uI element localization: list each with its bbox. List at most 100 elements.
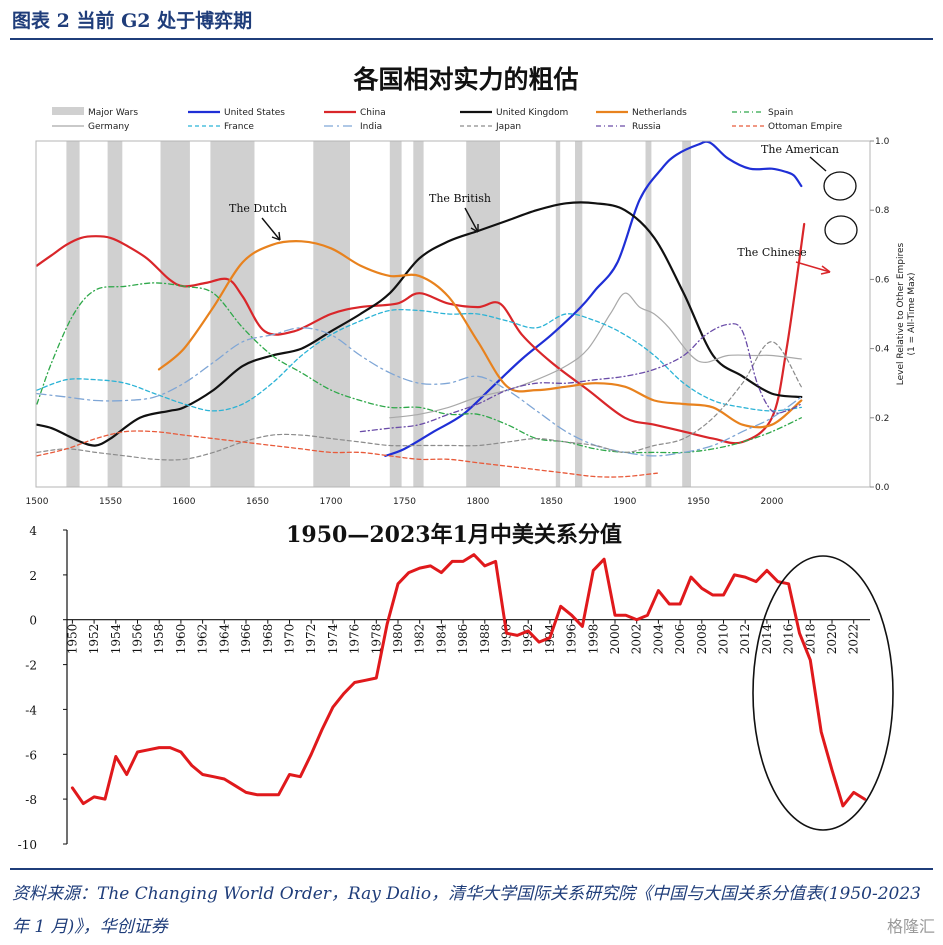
x-tick-label: 1956 — [131, 624, 145, 655]
legend-label: Germany — [88, 122, 130, 132]
y-axis-label: Level Relative to Other Empires — [896, 242, 906, 385]
x-tick-label: 2014 — [760, 623, 774, 654]
chart-title: 各国相对实力的粗估 — [352, 65, 578, 94]
x-tick-label: 1976 — [348, 624, 362, 655]
major-war-band — [389, 141, 402, 487]
annotation-text: The American — [761, 143, 839, 156]
series-line-relations-score — [70, 553, 867, 808]
chart-title: 1950—2023年1月中美关系分值 — [286, 522, 622, 548]
annotation-arrow — [261, 217, 281, 241]
annotation-text: The British — [429, 192, 491, 205]
y-tick-label: 0.0 — [875, 483, 890, 493]
x-tick-label: 1968 — [261, 624, 275, 655]
series-line-ottoman — [36, 430, 658, 478]
major-war-band — [645, 141, 652, 487]
chart-legend: Major Wars United States China United Kingd… — [52, 107, 843, 132]
x-tick-label: 1996 — [565, 624, 579, 655]
x-tick-label: 1954 — [109, 623, 123, 654]
y-tick-label: -10 — [18, 838, 37, 852]
x-tick-label: 1978 — [369, 624, 383, 655]
y-tick-label: 0.4 — [875, 345, 890, 355]
major-war-band — [575, 141, 583, 487]
x-tick-label: 1988 — [478, 624, 492, 655]
annotation-text: The Chinese — [737, 246, 806, 259]
series-line-japan — [36, 341, 802, 461]
annotation-arrow — [464, 207, 479, 233]
series-line-india — [36, 327, 802, 457]
legend-label: United States — [224, 108, 285, 118]
y-tick-label: -4 — [25, 703, 37, 717]
y-tick-label: -8 — [25, 793, 37, 807]
annotation-arrow — [795, 261, 831, 273]
annotation-arrowhead — [820, 265, 831, 275]
x-tick-label: 1900 — [613, 497, 636, 507]
series-line-france — [36, 308, 802, 412]
major-war-band — [413, 141, 424, 487]
series-line-netherlands — [157, 240, 803, 429]
axes: 1500 1550 1600 1650 1700 1750 1800 1850 1900 1950… — [26, 137, 917, 507]
annotation-arrow — [809, 156, 827, 172]
series-line-uk — [35, 201, 803, 447]
source-note: 资料来源：The Changing World Order，Ray Dalio，… — [12, 884, 921, 937]
legend-label: United Kingdom — [496, 108, 568, 118]
x-tick-label: 2006 — [673, 624, 687, 655]
x-tick-label: 1800 — [466, 497, 489, 507]
annotation-text: The Dutch — [229, 202, 287, 215]
report-header: 图表 2 当前 G2 处于博弈期 — [10, 4, 933, 40]
x-tick-label: 1990 — [500, 624, 514, 655]
y-tick-label: -2 — [25, 659, 37, 673]
x-tick-label: 1850 — [540, 497, 563, 507]
legend-swatch — [52, 107, 84, 115]
x-tick-label: 1974 — [326, 623, 340, 654]
x-tick-label: 1958 — [152, 624, 166, 655]
y-tick-label: 0.2 — [875, 414, 889, 424]
x-tick-label: 2020 — [825, 624, 839, 655]
figure-title: 图表 2 当前 G2 处于博弈期 — [12, 10, 253, 32]
major-war-band — [555, 141, 561, 487]
legend-label: Netherlands — [632, 108, 687, 118]
x-tick-label: 1950 — [687, 497, 710, 507]
x-tick-label: 1952 — [87, 624, 101, 655]
series-line-russia — [359, 323, 802, 433]
legend-label: China — [360, 108, 386, 118]
x-tick-label: 1964 — [217, 623, 231, 654]
y-tick-label: 0.8 — [875, 206, 890, 216]
y-tick-label: 1.0 — [875, 137, 890, 147]
y-tick-label: 0 — [29, 614, 37, 628]
legend-label: France — [224, 122, 254, 132]
x-tick-label: 1986 — [456, 624, 470, 655]
x-tick-label: 1992 — [521, 624, 535, 655]
x-tick-label: 1600 — [173, 497, 196, 507]
x-tick-label: 1982 — [413, 624, 427, 655]
y-axis-label: (1 = All-Time Max) — [907, 272, 917, 355]
x-tick-label: 1950 — [65, 624, 79, 655]
annotation-arrowhead — [271, 231, 281, 241]
x-tick-label: 1550 — [99, 497, 122, 507]
x-tick-label: 2018 — [803, 624, 817, 655]
x-tick-label: 2004 — [651, 623, 665, 654]
x-tick-label: 2000 — [608, 624, 622, 655]
relative-power-chart: 各国相对实力的粗估 Major Wars United States China Un… — [26, 65, 917, 507]
plot-area: The Dutch The British The American The Chin… — [35, 140, 858, 487]
plot-frame — [35, 140, 871, 488]
x-tick-label: 1984 — [434, 623, 448, 654]
x-tick-label: 2012 — [738, 624, 752, 655]
report-footer: 资料来源：The Changing World Order，Ray Dalio，… — [10, 868, 933, 937]
watermark: 格隆汇 — [886, 917, 935, 936]
legend-label: Russia — [632, 122, 661, 132]
series-line-germany — [389, 292, 802, 419]
x-tick-label: 1960 — [174, 624, 188, 655]
x-tick-label: 1700 — [320, 497, 343, 507]
highlight-circle — [824, 215, 858, 245]
x-tick-label: 1980 — [391, 624, 405, 655]
legend-label: India — [360, 122, 382, 132]
legend-label: Spain — [768, 108, 793, 118]
x-tick-label: 1500 — [26, 497, 49, 507]
x-tick-label: 1970 — [283, 624, 297, 655]
highlight-ellipse — [752, 555, 894, 831]
x-tick-label: 2010 — [717, 624, 731, 655]
x-tick-label: 1972 — [304, 624, 318, 655]
legend-label: Ottoman Empire — [768, 122, 843, 132]
y-tick-label: -6 — [25, 748, 37, 762]
